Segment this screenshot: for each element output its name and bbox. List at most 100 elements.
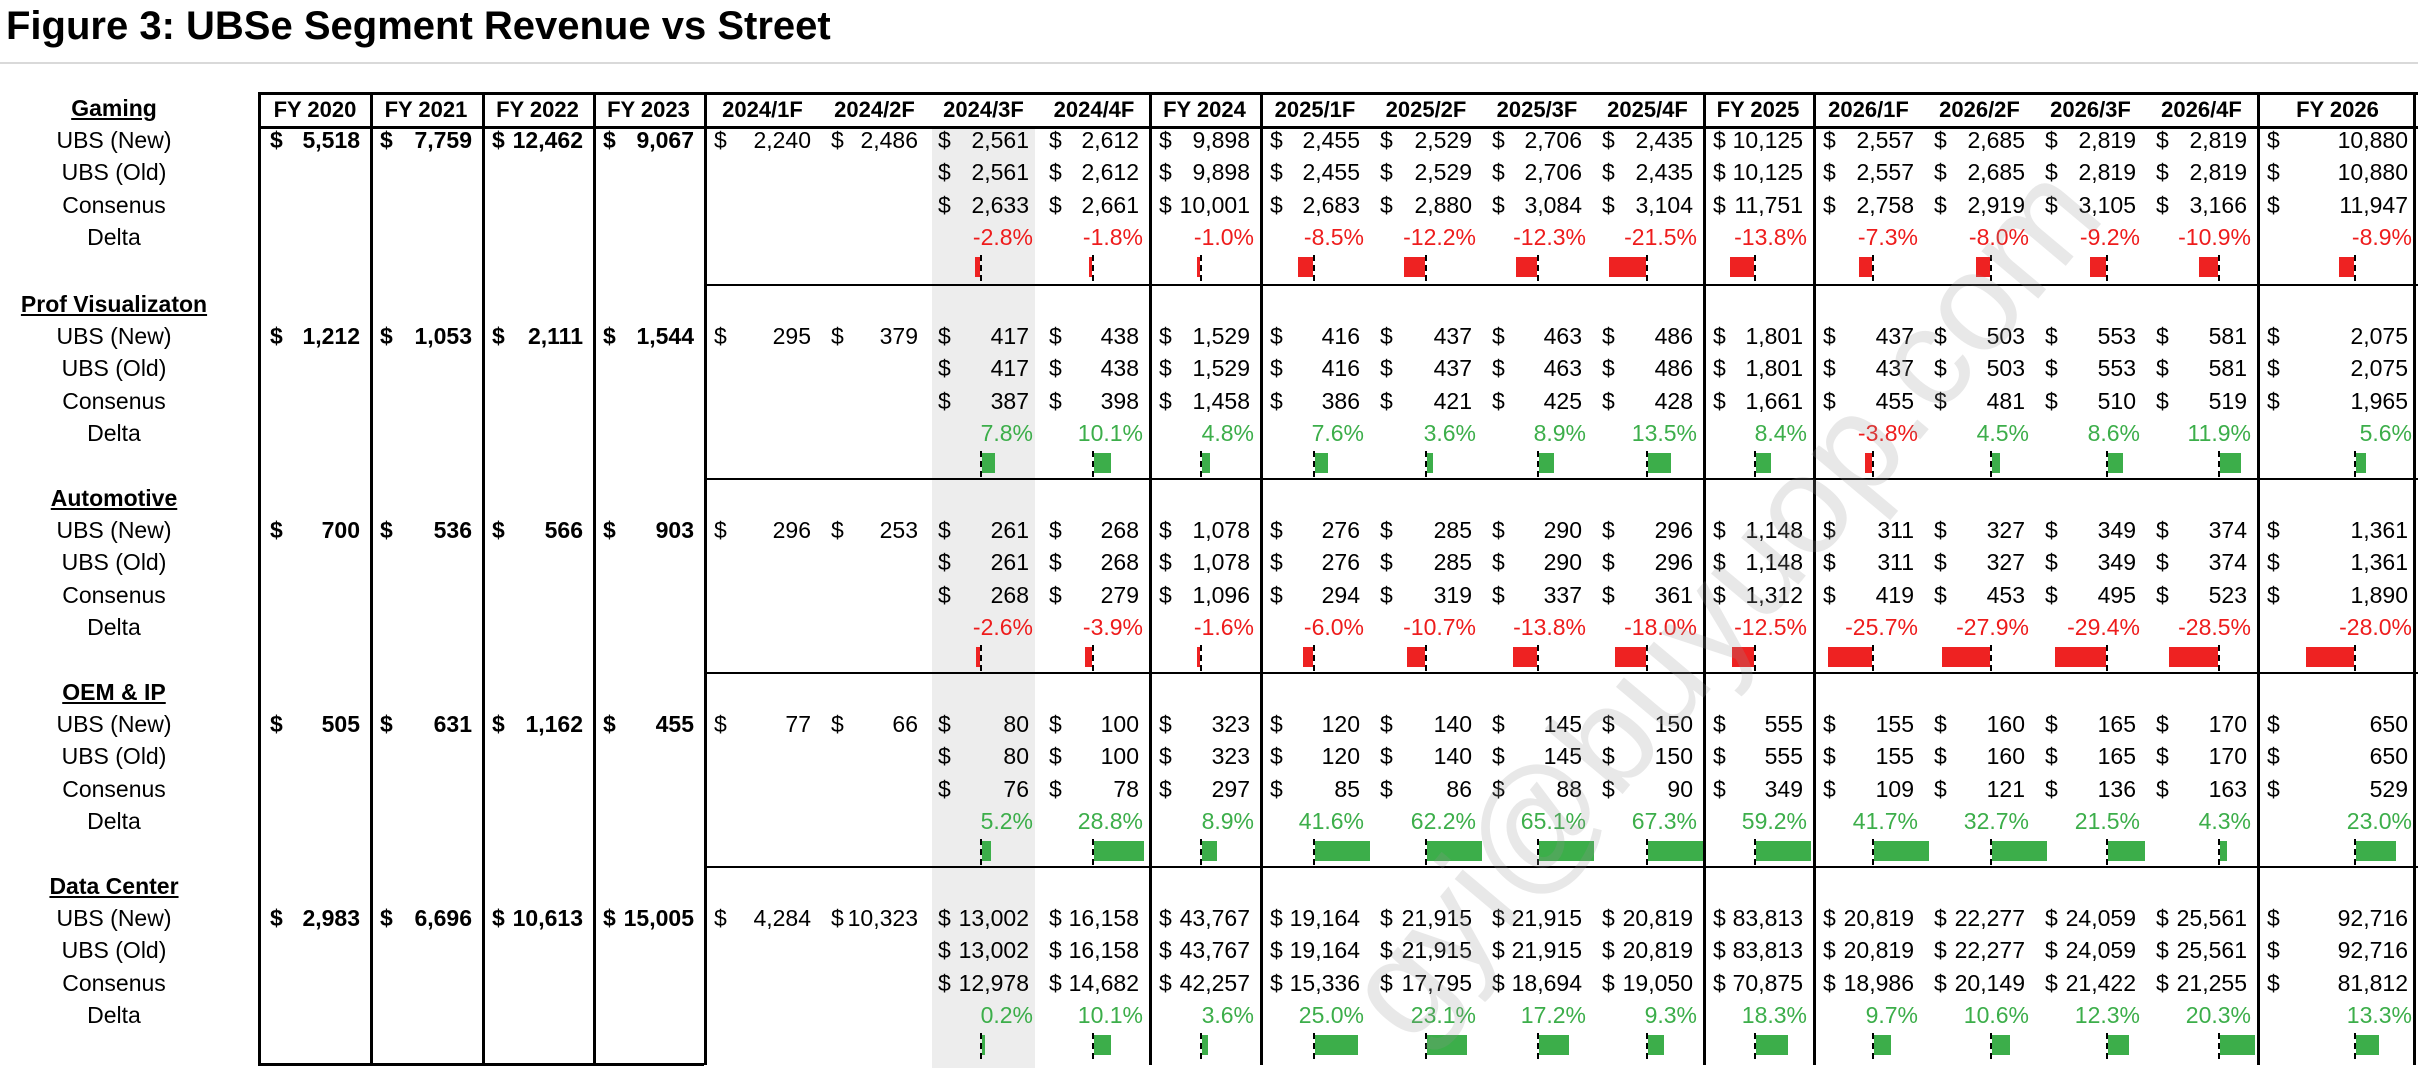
column-header: 2024/3F <box>943 97 1024 122</box>
dollar-sign: $ <box>2045 549 2058 576</box>
delta-bar-axis <box>2354 839 2356 866</box>
delta-bar-axis <box>2106 1033 2108 1060</box>
negative-delta-bar <box>2199 257 2218 278</box>
dollar-sign: $ <box>1713 937 1726 964</box>
dollar-sign: $ <box>2156 127 2169 153</box>
delta-value: -10.9% <box>2178 223 2251 250</box>
dollar-sign: $ <box>1492 743 1505 770</box>
dollar-sign: $ <box>1713 355 1726 382</box>
column-header: 2024/1F <box>722 97 803 122</box>
positive-delta-bar <box>2220 1035 2256 1056</box>
delta-bar-axis <box>1537 255 1539 282</box>
dollar-sign: $ <box>2156 191 2169 218</box>
dollar-sign: $ <box>1270 711 1283 737</box>
dollar-sign: $ <box>2045 355 2058 382</box>
column-header: FY 2020 <box>273 97 357 122</box>
table-cell: 2,561 <box>971 127 1029 153</box>
delta-bar-axis <box>1754 255 1756 282</box>
positive-delta-bar <box>2220 841 2228 862</box>
dollar-sign: $ <box>2045 387 2058 414</box>
table-cell: 12,978 <box>958 969 1029 996</box>
delta-bar-axis <box>2218 1033 2220 1060</box>
negative-delta-bar <box>975 257 980 278</box>
column-header: FY 2026 <box>2296 97 2379 122</box>
segment-divider <box>704 672 2418 674</box>
dollar-sign: $ <box>2267 969 2280 996</box>
positive-delta-bar <box>1315 841 1370 862</box>
dollar-sign: $ <box>1492 775 1505 802</box>
delta-bar-axis <box>1200 451 1202 478</box>
dollar-sign: $ <box>1492 937 1505 964</box>
delta-value: -13.8% <box>1513 613 1586 640</box>
delta-value: -8.9% <box>2351 223 2412 250</box>
dollar-sign: $ <box>603 711 616 737</box>
segment-title: Prof Visualizaton <box>20 291 208 317</box>
delta-value: 9.3% <box>1644 1001 1697 1028</box>
row-label: UBS (Old) <box>61 159 167 186</box>
dollar-sign: $ <box>831 127 844 153</box>
negative-delta-bar <box>2055 647 2106 668</box>
positive-delta-bar <box>1427 453 1434 474</box>
table-cell: 290 <box>1543 549 1582 576</box>
table-cell: 2,633 <box>971 191 1029 218</box>
negative-delta-bar <box>1302 647 1313 668</box>
dollar-sign: $ <box>2156 517 2169 543</box>
dollar-sign: $ <box>1270 549 1283 576</box>
segment-title: Data Center <box>49 873 179 899</box>
delta-value: -21.5% <box>1624 223 1697 250</box>
column-header: 2026/2F <box>1939 97 2020 122</box>
delta-bar-axis <box>1200 1033 1202 1060</box>
dollar-sign: $ <box>938 743 951 770</box>
dollar-sign: $ <box>831 905 844 931</box>
delta-bar-axis <box>1872 839 1874 866</box>
delta-bar-axis <box>1754 1033 1756 1060</box>
table-cell: 311 <box>1877 517 1914 543</box>
dollar-sign: $ <box>2156 355 2169 382</box>
negative-delta-bar <box>2090 257 2106 278</box>
delta-value: -6.0% <box>1303 613 1364 640</box>
dollar-sign: $ <box>1049 937 1062 964</box>
table-cell: 81,812 <box>2337 969 2408 996</box>
dollar-sign: $ <box>1934 937 1947 964</box>
table-cell: 2,529 <box>1414 127 1472 153</box>
dollar-sign: $ <box>1159 517 1172 543</box>
table-cell: 1,053 <box>414 323 472 349</box>
positive-delta-bar <box>1315 1035 1359 1056</box>
table-cell: 2,683 <box>1302 191 1360 218</box>
table-cell: 2,557 <box>1856 127 1914 153</box>
dollar-sign: $ <box>1823 711 1836 737</box>
positive-delta-bar <box>2356 841 2396 862</box>
table-cell: 165 <box>2097 743 2136 770</box>
table-cell: 66 <box>892 711 918 737</box>
table-cell: 3,166 <box>2189 191 2247 218</box>
dollar-sign: $ <box>1492 127 1505 153</box>
table-cell: 4,284 <box>753 905 811 931</box>
row-label: Delta <box>87 223 141 250</box>
delta-bar-axis <box>980 839 982 866</box>
delta-bar-axis <box>2106 255 2108 282</box>
table-cell: 2,455 <box>1302 159 1360 186</box>
segment-title: Gaming <box>71 95 157 121</box>
dollar-sign: $ <box>1934 355 1947 382</box>
positive-delta-bar <box>1094 841 1144 862</box>
table-cell: 261 <box>990 517 1029 543</box>
delta-value: -1.8% <box>1082 223 1143 250</box>
dollar-sign: $ <box>1934 711 1947 737</box>
table-cell: 398 <box>1100 387 1139 414</box>
delta-bar-axis <box>1425 451 1427 478</box>
table-cell: 120 <box>1321 743 1360 770</box>
negative-delta-bar <box>1865 453 1872 474</box>
grid-line <box>593 92 596 1065</box>
table-cell: 78 <box>1113 775 1139 802</box>
table-cell: 555 <box>1764 743 1803 770</box>
table-cell: 3,105 <box>2078 191 2136 218</box>
positive-delta-bar <box>982 1035 985 1056</box>
grid-line <box>2257 92 2260 1065</box>
table-cell: 276 <box>1321 549 1360 576</box>
negative-delta-bar <box>1608 257 1646 278</box>
dollar-sign: $ <box>1492 581 1505 608</box>
table-cell: 437 <box>1433 323 1472 349</box>
delta-bar-axis <box>1537 1033 1539 1060</box>
table-cell: 42,257 <box>1179 969 1250 996</box>
positive-delta-bar <box>1648 841 1703 862</box>
